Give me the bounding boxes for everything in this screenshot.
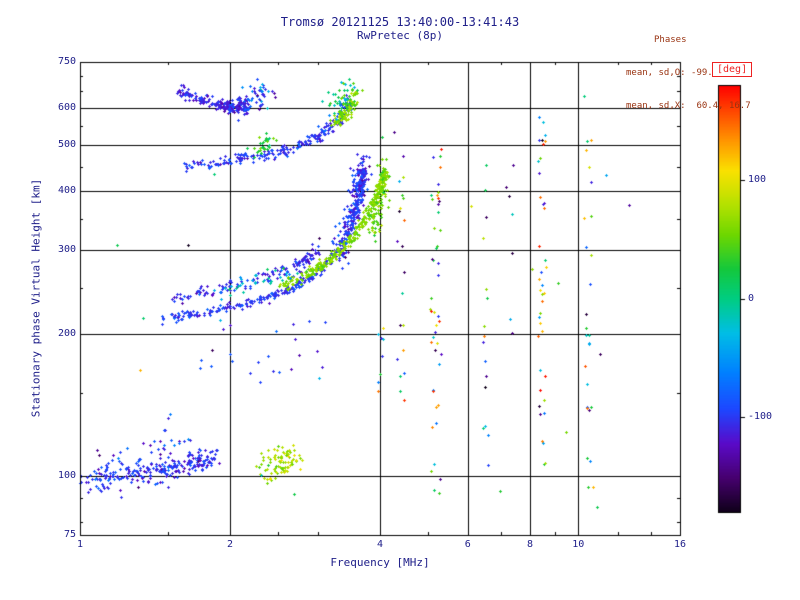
y-tick-label: 300: [57, 244, 76, 256]
y-axis-label: Stationary phase Virtual Height [km]: [29, 178, 43, 418]
colorbar-tick-label: 0: [748, 292, 755, 304]
y-tick-label: 75: [63, 529, 76, 540]
x-tick-label: 10: [572, 539, 585, 550]
plot-title: Tromsø 20121125 13:40:00-13:41:43: [280, 15, 520, 29]
y-tick-label: 100: [57, 469, 76, 481]
y-tick-label: 400: [57, 185, 76, 197]
colorbar-unit-label: [deg]: [712, 62, 753, 77]
plot-subtitle: RwPretec (8p): [356, 29, 444, 42]
x-tick-label: 16: [673, 539, 687, 550]
colorbar-tick-label: 100: [748, 173, 767, 185]
phase-stats-x-mode: mean, sd,X: 60.4, 16.7: [626, 101, 751, 111]
x-tick-label: 2: [226, 539, 234, 550]
colorbar-tick-label: -100: [748, 411, 773, 423]
phase-stats-header: Phases: [654, 35, 687, 45]
y-tick-label: 500: [57, 139, 76, 151]
y-tick-label: 200: [57, 327, 76, 339]
x-tick-label: 1: [76, 539, 84, 550]
x-tick-label: 6: [464, 539, 471, 550]
x-axis-label: Frequency [MHz]: [330, 556, 430, 569]
y-tick-label: 600: [57, 101, 76, 113]
x-tick-label: 4: [376, 539, 384, 550]
x-tick-label: 8: [526, 539, 534, 550]
y-tick-label: 750: [57, 56, 76, 67]
